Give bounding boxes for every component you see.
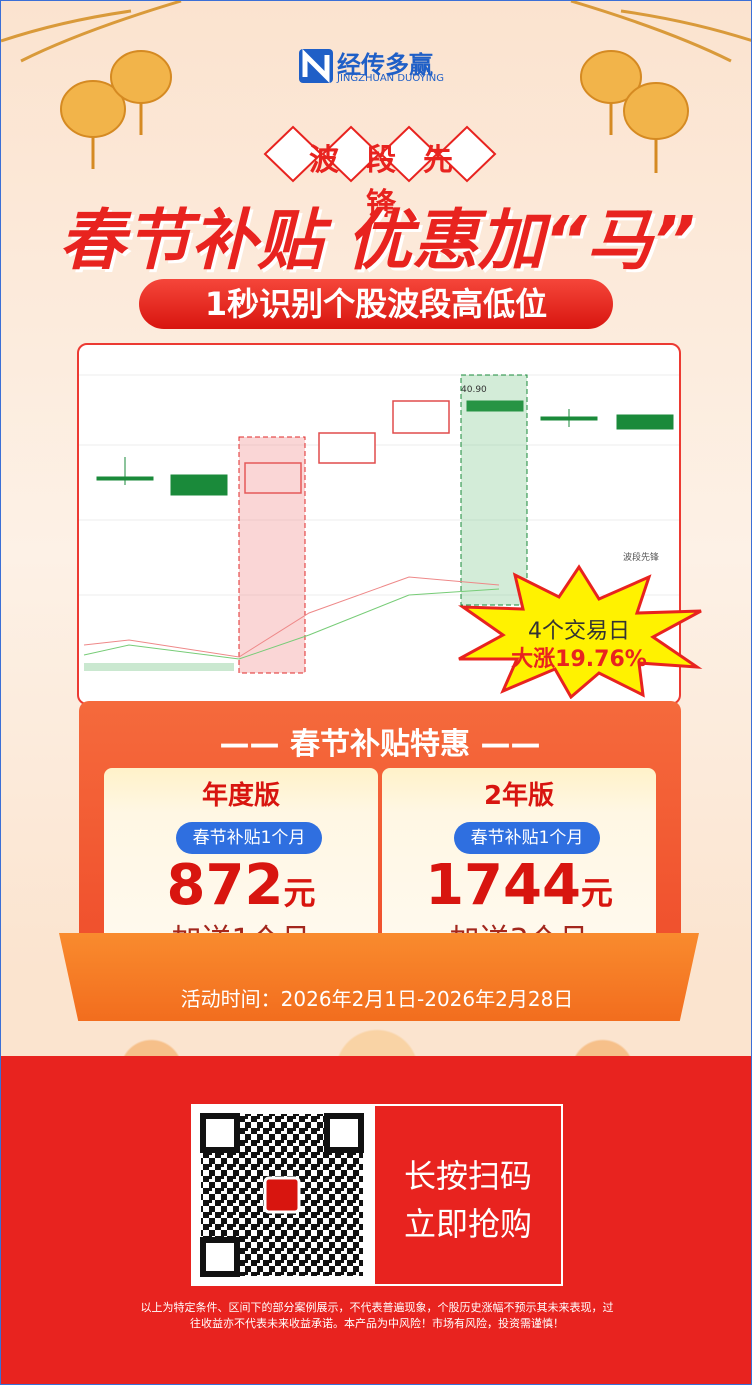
offer-title: —— 春节补贴特惠 ——: [219, 727, 541, 762]
plan-price: 1744元: [382, 853, 656, 918]
plan-price-value: 1744: [425, 853, 581, 918]
plan-tag: 春节补贴1个月: [176, 822, 322, 854]
logo-icon: [299, 49, 333, 83]
logo-pinyin: JINGZHUAN DUOYING: [337, 73, 444, 84]
plan-price-value: 872: [166, 853, 284, 918]
plan-price: 872元: [104, 853, 378, 918]
indicator-label: 波段先锋: [623, 553, 660, 563]
offer-title-text: 春节补贴特惠: [290, 727, 470, 762]
plan-price-unit: 元: [283, 874, 316, 912]
disclaimer: 以上为特定条件、区间下的部分案例展示，不代表普遍现象，个股历史涨幅不预示其未来表…: [1, 1300, 751, 1332]
badge: 波段先锋: [309, 143, 480, 222]
cta-box: [373, 1104, 563, 1286]
burst-line1: 4个交易日: [528, 619, 630, 644]
lantern-decor: [1, 1, 751, 173]
plan-tag: 春节补贴1个月: [454, 822, 600, 854]
burst-line2: 大涨19.76%: [511, 647, 647, 672]
qr-code: [191, 1104, 373, 1286]
plan-name: 年度版: [201, 781, 280, 811]
badge-bg: [263, 125, 497, 183]
bottom-band: [1, 1056, 751, 1384]
subheadline: 1秒识别个股波段高低位: [139, 279, 613, 329]
chart-screenshot: 40.90 波段先锋: [77, 343, 681, 705]
price-label: 40.90: [461, 385, 487, 395]
logo-name: 经传多赢: [337, 51, 433, 79]
burst-bg: [458, 564, 703, 699]
ribbon: [59, 933, 699, 1021]
headline: 春节补贴 优惠加“马”: [59, 202, 695, 279]
period: 活动时间：2026年2月1日-2026年2月28日: [180, 987, 574, 1011]
cta-line2: 立即抢购: [403, 1205, 532, 1243]
disclaimer-line: 往收益亦不代表未来收益承诺。本产品为中风险！市场有风险，投资需谨慎！: [190, 1317, 564, 1330]
plan-name: 2年版: [483, 781, 555, 811]
cta-line1: 长按扫码: [403, 1157, 532, 1195]
plan-price-unit: 元: [580, 874, 613, 912]
disclaimer-line: 以上为特定条件、区间下的部分案例展示，不代表普遍现象，个股历史涨幅不预示其未来表…: [140, 1301, 614, 1314]
